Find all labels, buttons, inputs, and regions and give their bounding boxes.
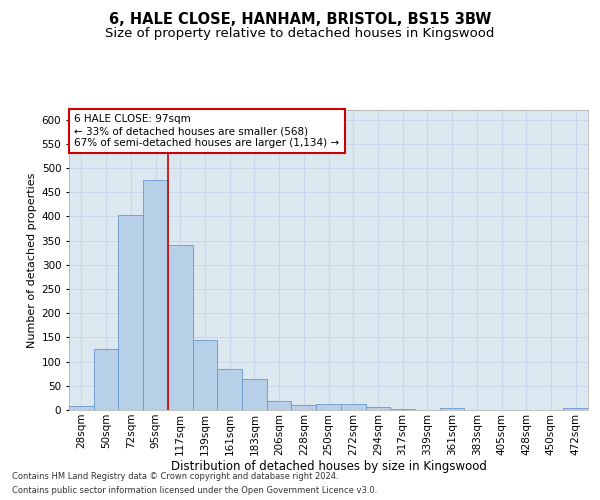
Bar	[94, 348, 118, 410]
Bar	[563, 408, 588, 410]
Bar	[316, 404, 341, 410]
Text: Size of property relative to detached houses in Kingswood: Size of property relative to detached ho…	[106, 28, 494, 40]
Text: Contains HM Land Registry data © Crown copyright and database right 2024.: Contains HM Land Registry data © Crown c…	[12, 472, 338, 481]
X-axis label: Distribution of detached houses by size in Kingswood: Distribution of detached houses by size …	[170, 460, 487, 473]
Text: Contains public sector information licensed under the Open Government Licence v3: Contains public sector information licen…	[12, 486, 377, 495]
Bar	[168, 246, 193, 410]
Bar	[440, 408, 464, 410]
Bar	[292, 405, 316, 410]
Bar	[365, 407, 390, 410]
Text: 6 HALE CLOSE: 97sqm
← 33% of detached houses are smaller (568)
67% of semi-detac: 6 HALE CLOSE: 97sqm ← 33% of detached ho…	[74, 114, 340, 148]
Bar	[143, 180, 168, 410]
Bar	[390, 408, 415, 410]
Y-axis label: Number of detached properties: Number of detached properties	[28, 172, 37, 348]
Bar	[69, 406, 94, 410]
Bar	[118, 214, 143, 410]
Bar	[193, 340, 217, 410]
Bar	[217, 369, 242, 410]
Bar	[341, 404, 365, 410]
Text: 6, HALE CLOSE, HANHAM, BRISTOL, BS15 3BW: 6, HALE CLOSE, HANHAM, BRISTOL, BS15 3BW	[109, 12, 491, 28]
Bar	[267, 402, 292, 410]
Bar	[242, 378, 267, 410]
